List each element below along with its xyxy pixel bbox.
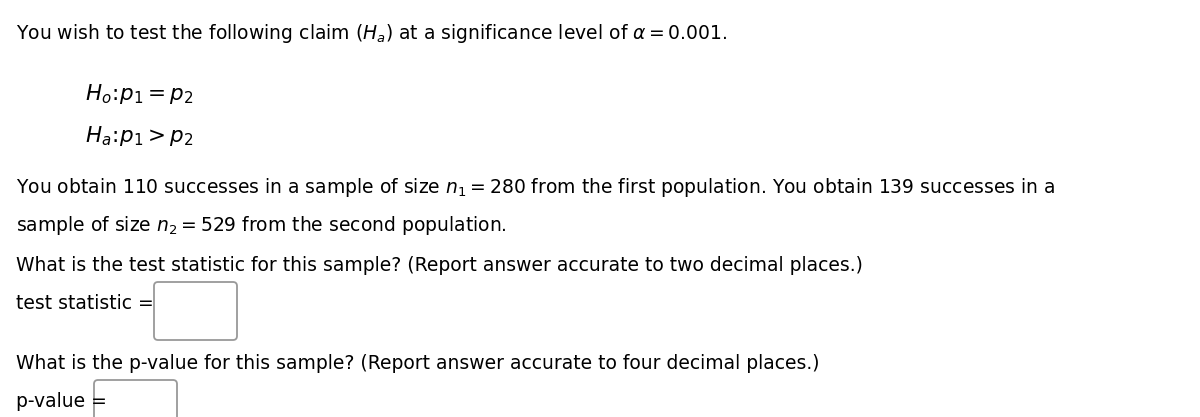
Text: What is the test statistic for this sample? (Report answer accurate to two decim: What is the test statistic for this samp… <box>16 256 863 275</box>
FancyBboxPatch shape <box>154 282 238 340</box>
Text: test statistic =: test statistic = <box>16 294 154 313</box>
Text: sample of size $n_2 = 529$ from the second population.: sample of size $n_2 = 529$ from the seco… <box>16 214 506 237</box>
Text: You wish to test the following claim ($H_a$) at a significance level of $\alpha : You wish to test the following claim ($H… <box>16 22 727 45</box>
Text: What is the p-value for this sample? (Report answer accurate to four decimal pla: What is the p-value for this sample? (Re… <box>16 354 820 373</box>
Text: $H_a\!:\!p_1 > p_2$: $H_a\!:\!p_1 > p_2$ <box>85 124 193 148</box>
Text: $H_o\!:\!p_1 = p_2$: $H_o\!:\!p_1 = p_2$ <box>85 82 193 106</box>
FancyBboxPatch shape <box>94 380 178 417</box>
Text: You obtain 110 successes in a sample of size $n_1 = 280$ from the first populati: You obtain 110 successes in a sample of … <box>16 176 1055 199</box>
Text: p-value =: p-value = <box>16 392 107 411</box>
